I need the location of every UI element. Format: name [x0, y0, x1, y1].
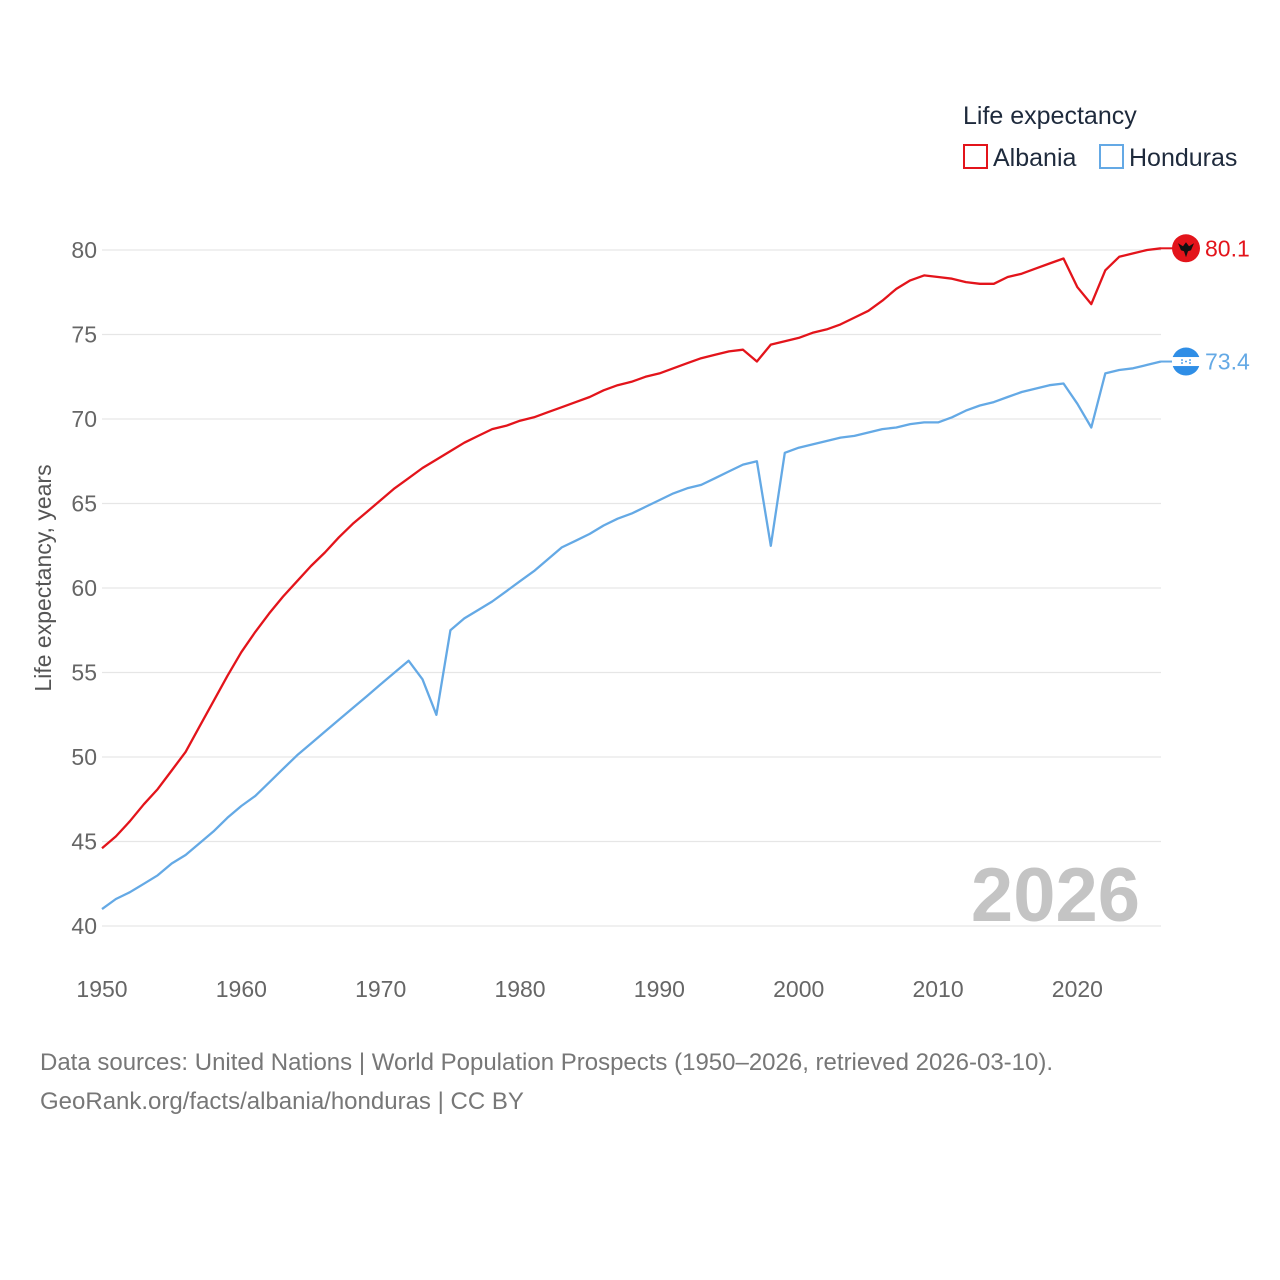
footer: Data sources: United Nations | World Pop… — [40, 1043, 1053, 1121]
year-watermark: 2026 — [971, 853, 1140, 938]
legend-title: Life expectancy — [963, 102, 1137, 130]
honduras-flag-icon — [1172, 347, 1200, 376]
y-axis-ticks: 40 45 50 55 60 65 70 75 80 — [71, 237, 97, 939]
legend-label-honduras[interactable]: Honduras — [1129, 144, 1237, 172]
y-tick-label: 40 — [71, 913, 97, 939]
x-tick-label: 1990 — [634, 976, 685, 1002]
legend-swatch-honduras[interactable] — [1099, 144, 1124, 169]
x-tick-label: 2020 — [1052, 976, 1103, 1002]
end-value-label-albania: 80.1 — [1205, 235, 1250, 261]
y-tick-label: 75 — [71, 322, 97, 348]
legend-swatch-albania[interactable] — [963, 144, 988, 169]
series-endpoints: 80.1 73.4 — [1161, 234, 1250, 376]
x-tick-label: 1950 — [76, 976, 127, 1002]
y-tick-label: 65 — [71, 491, 97, 517]
x-tick-label: 2000 — [773, 976, 824, 1002]
x-tick-label: 1970 — [355, 976, 406, 1002]
attribution-link[interactable]: GeoRank.org/facts/albania/honduras | CC … — [40, 1088, 524, 1115]
data-source-note: Data sources: United Nations | World Pop… — [40, 1049, 1054, 1076]
x-tick-label: 2010 — [912, 976, 963, 1002]
end-value-label-honduras: 73.4 — [1205, 349, 1250, 375]
albania-flag-icon — [1172, 234, 1200, 263]
y-tick-label: 80 — [71, 237, 97, 263]
x-tick-label: 1980 — [494, 976, 545, 1002]
y-tick-label: 60 — [71, 575, 97, 601]
legend: Life expectancy Albania Honduras — [963, 102, 1237, 172]
series-lines — [101, 247, 1162, 911]
x-tick-label: 1960 — [216, 976, 267, 1002]
gridlines — [102, 249, 1161, 927]
y-tick-label: 55 — [71, 660, 97, 686]
y-tick-label: 50 — [71, 744, 97, 770]
y-axis-title: Life expectancy, years — [30, 464, 56, 691]
legend-label-albania[interactable]: Albania — [993, 144, 1076, 172]
x-axis-ticks: 1950 1960 1970 1980 1990 2000 2010 2020 — [76, 976, 1103, 1002]
y-tick-label: 45 — [71, 829, 97, 855]
series-line-honduras[interactable] — [101, 360, 1162, 911]
y-tick-label: 70 — [71, 406, 97, 432]
series-line-albania[interactable] — [101, 247, 1162, 850]
